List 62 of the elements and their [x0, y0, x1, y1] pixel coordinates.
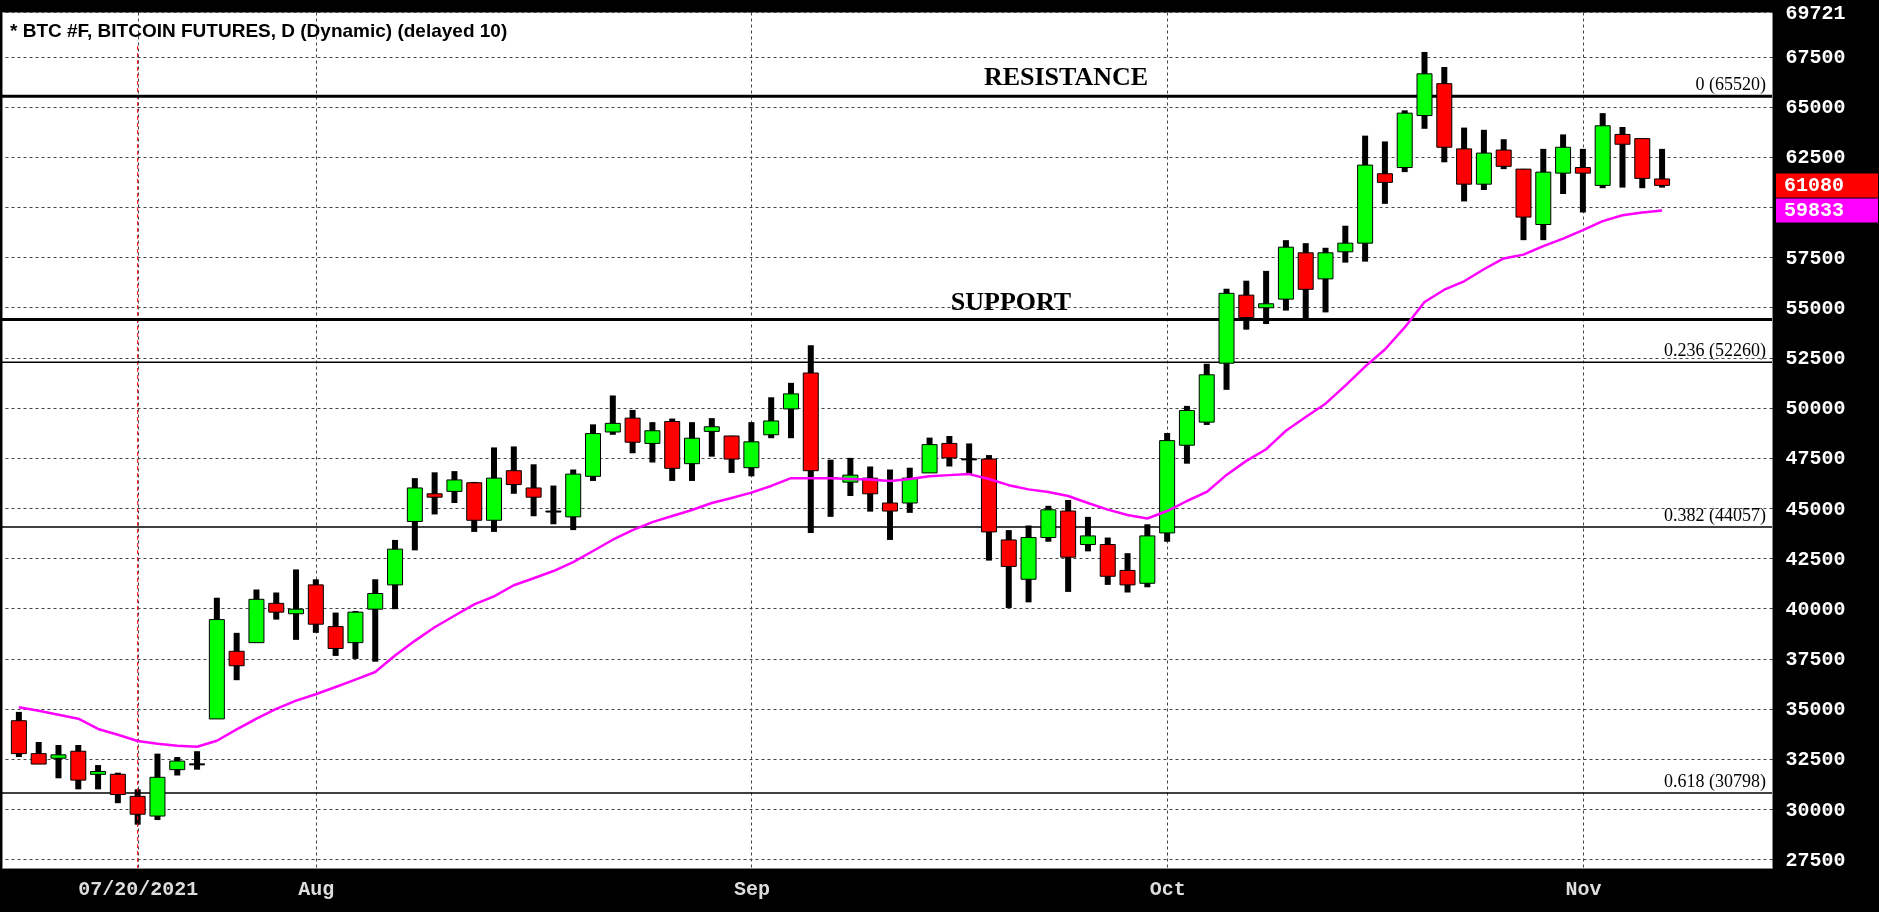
- candlestick: [169, 757, 186, 776]
- ref-line-label: 0.236 (52260): [1664, 340, 1766, 362]
- x-tick-label: Nov: [1565, 877, 1602, 901]
- x-tick-label: Aug: [298, 877, 335, 901]
- x-tick-label: Sep: [733, 877, 770, 901]
- candlestick: [525, 464, 542, 517]
- y-tick-label: 40000: [1785, 597, 1846, 621]
- candlestick: [288, 569, 305, 640]
- candlestick: [30, 741, 47, 765]
- candlestick: [723, 435, 740, 473]
- ref-line-label: 0.382 (44057): [1664, 504, 1766, 526]
- line-series: [17, 209, 1664, 749]
- candlestick: [1376, 141, 1393, 204]
- candlestick: [545, 485, 562, 525]
- y-tick-label: 67500: [1785, 46, 1846, 70]
- candlestick: [426, 472, 443, 515]
- candlestick: [228, 632, 245, 681]
- y-tick-label: 55000: [1785, 296, 1846, 320]
- x-tick-label: Oct: [1149, 877, 1186, 901]
- ref-line-label: SUPPORT: [950, 287, 1072, 317]
- chart-title: * BTC #F, BITCOIN FUTURES, D (Dynamic) (delayed 10): [10, 20, 508, 41]
- text: 61080: [1784, 174, 1845, 198]
- ref-line-label: 0.618 (30798): [1664, 771, 1766, 792]
- candlestick: [189, 751, 206, 770]
- y-tick-label: 27500: [1785, 848, 1846, 872]
- text: 59833: [1784, 199, 1845, 223]
- y-tick-label: 32500: [1785, 748, 1846, 772]
- candlestick: [1654, 148, 1671, 188]
- annotation: RESISTANCE: [983, 62, 1149, 92]
- x-tick-label: 07/20/2021: [78, 877, 199, 901]
- y-tick-label: 35000: [1785, 698, 1846, 722]
- y-tick-label: 62500: [1785, 146, 1846, 170]
- ref-line-label: 0 (65520): [1695, 74, 1766, 96]
- y-tick-label: 37500: [1785, 648, 1846, 672]
- y-tick-label: 69721: [1785, 1, 1846, 25]
- y-tick-label: 30000: [1785, 798, 1846, 822]
- candlestick: [90, 765, 107, 790]
- candlestick: [268, 592, 285, 620]
- candlestick: [782, 382, 799, 439]
- y-tick-label: 45000: [1785, 497, 1846, 521]
- candlestick: [703, 418, 720, 457]
- y-tick-label: 52500: [1785, 347, 1846, 371]
- y-tick-label: 57500: [1785, 246, 1846, 270]
- candlestick: [1574, 148, 1591, 213]
- y-tick-label: 42500: [1785, 547, 1846, 571]
- candlestick: [1495, 139, 1512, 170]
- y-tick-label: 50000: [1785, 397, 1846, 421]
- candlestick: [604, 395, 621, 435]
- candlestick: [961, 443, 978, 475]
- candlestick: [941, 436, 958, 467]
- y-tick-label: 65000: [1785, 96, 1846, 120]
- candlestick: [327, 612, 344, 656]
- candlestick: [644, 422, 661, 463]
- y-tick-label: 47500: [1785, 447, 1846, 471]
- candlestick: [1119, 553, 1136, 593]
- candlestick: [1614, 126, 1631, 188]
- candlestick: [50, 745, 67, 779]
- candlestick: [446, 471, 463, 504]
- candlestick: [763, 397, 780, 439]
- candlestick: [505, 446, 522, 494]
- candlestick: [1337, 225, 1354, 263]
- candlestick: [367, 579, 384, 662]
